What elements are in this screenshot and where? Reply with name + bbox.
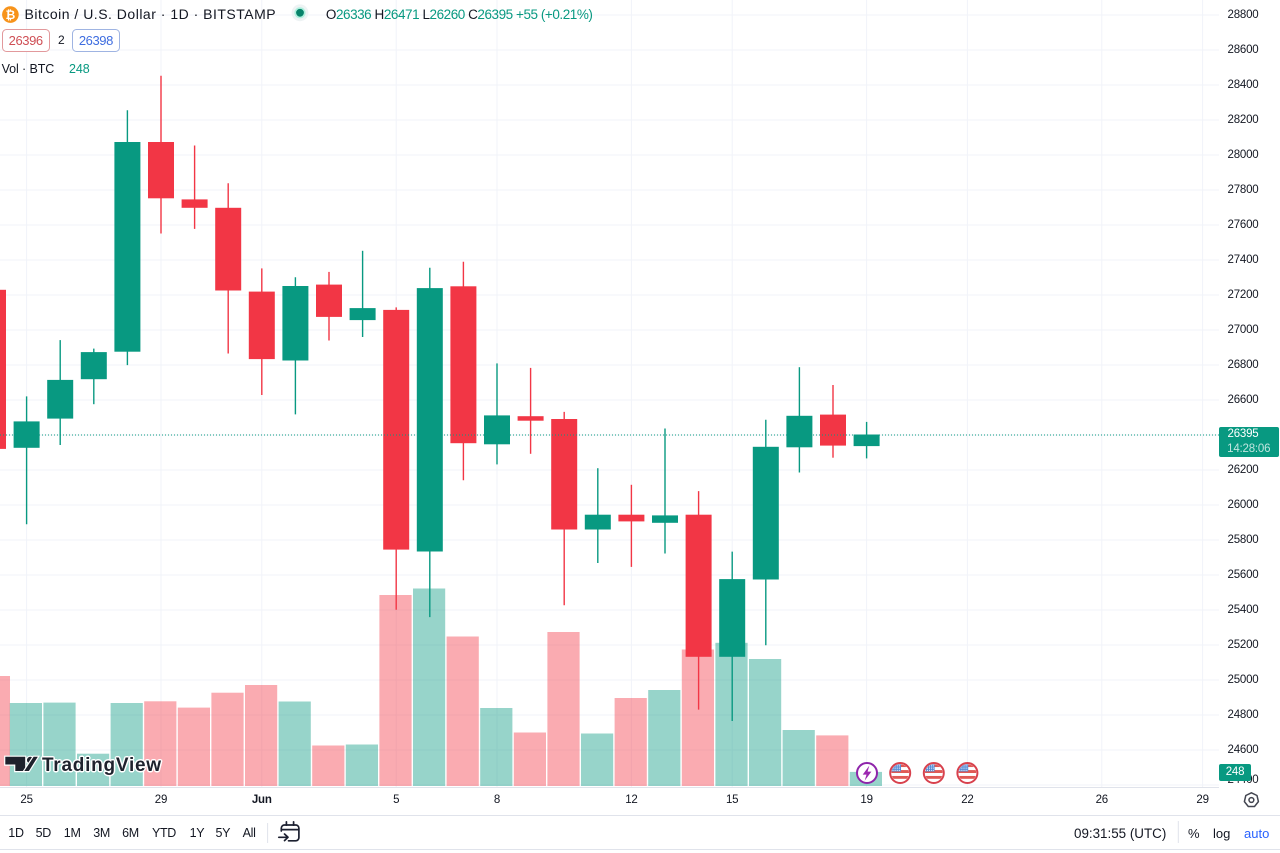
svg-text:₿: ₿ bbox=[6, 8, 16, 22]
